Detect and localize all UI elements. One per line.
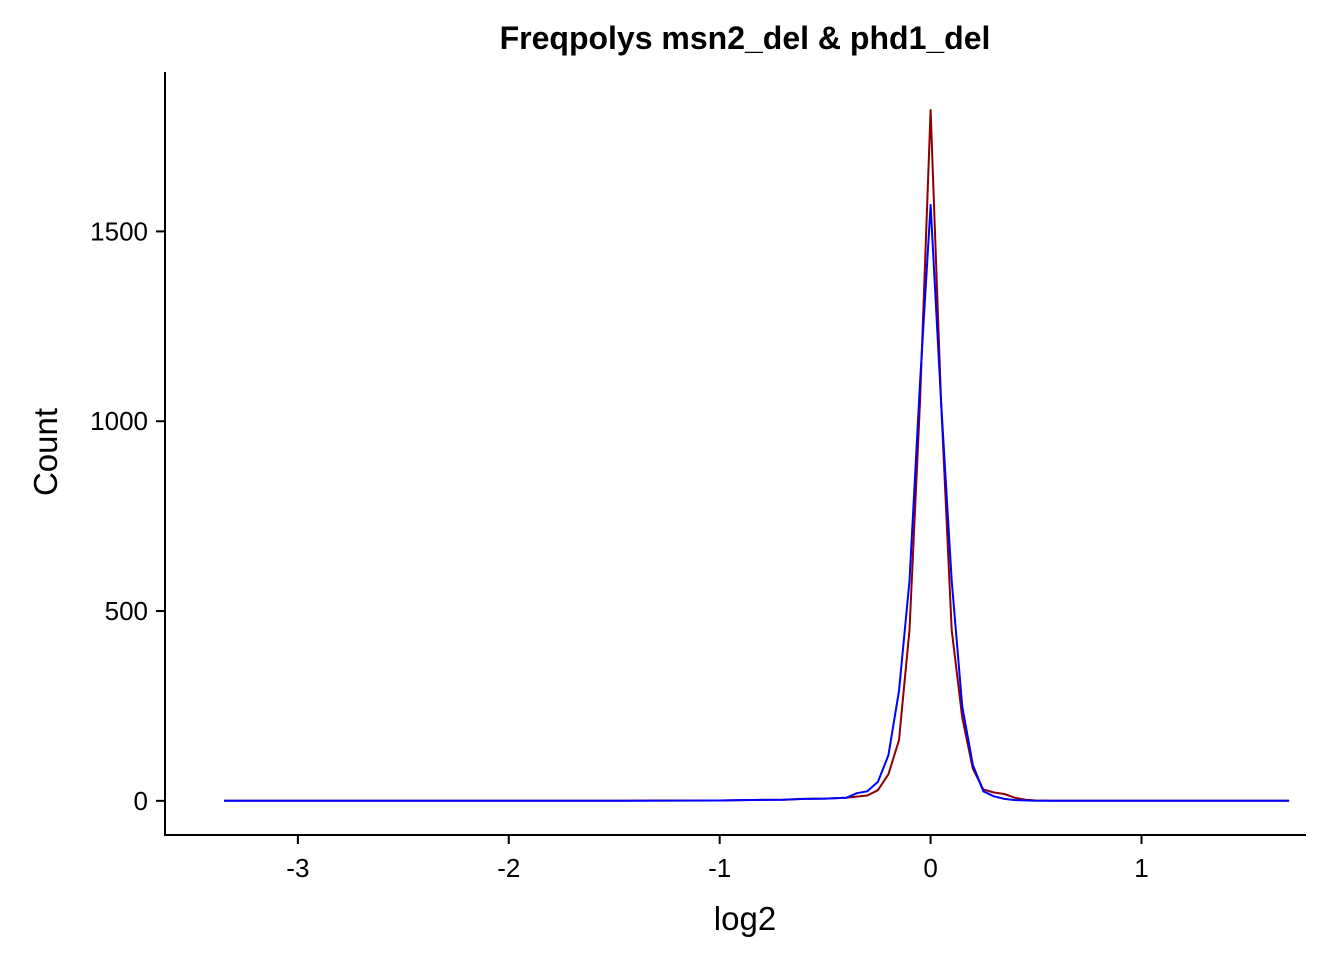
- chart-title: Freqpolys msn2_del & phd1_del: [500, 20, 991, 56]
- y-tick-label: 1000: [90, 406, 148, 436]
- plot-area: [164, 72, 1306, 836]
- x-axis-ticks: -3 -2 -1 0 1: [286, 835, 1149, 883]
- y-tick-label: 1500: [90, 216, 148, 246]
- y-tick-label: 500: [105, 596, 148, 626]
- x-tick-label: -3: [286, 853, 309, 883]
- series-line-1: [224, 109, 1290, 802]
- x-tick-label: 1: [1134, 853, 1148, 883]
- x-tick-label: -1: [708, 853, 731, 883]
- x-tick-label: -2: [497, 853, 520, 883]
- series-line-2: [224, 203, 1290, 802]
- y-axis-ticks: 0 500 1000 1500: [90, 216, 165, 816]
- y-tick-label: 0: [134, 786, 148, 816]
- series-layer: [224, 109, 1290, 802]
- x-axis-label: log2: [714, 900, 776, 937]
- x-tick-label: 0: [923, 853, 937, 883]
- y-axis-label: Count: [27, 408, 64, 496]
